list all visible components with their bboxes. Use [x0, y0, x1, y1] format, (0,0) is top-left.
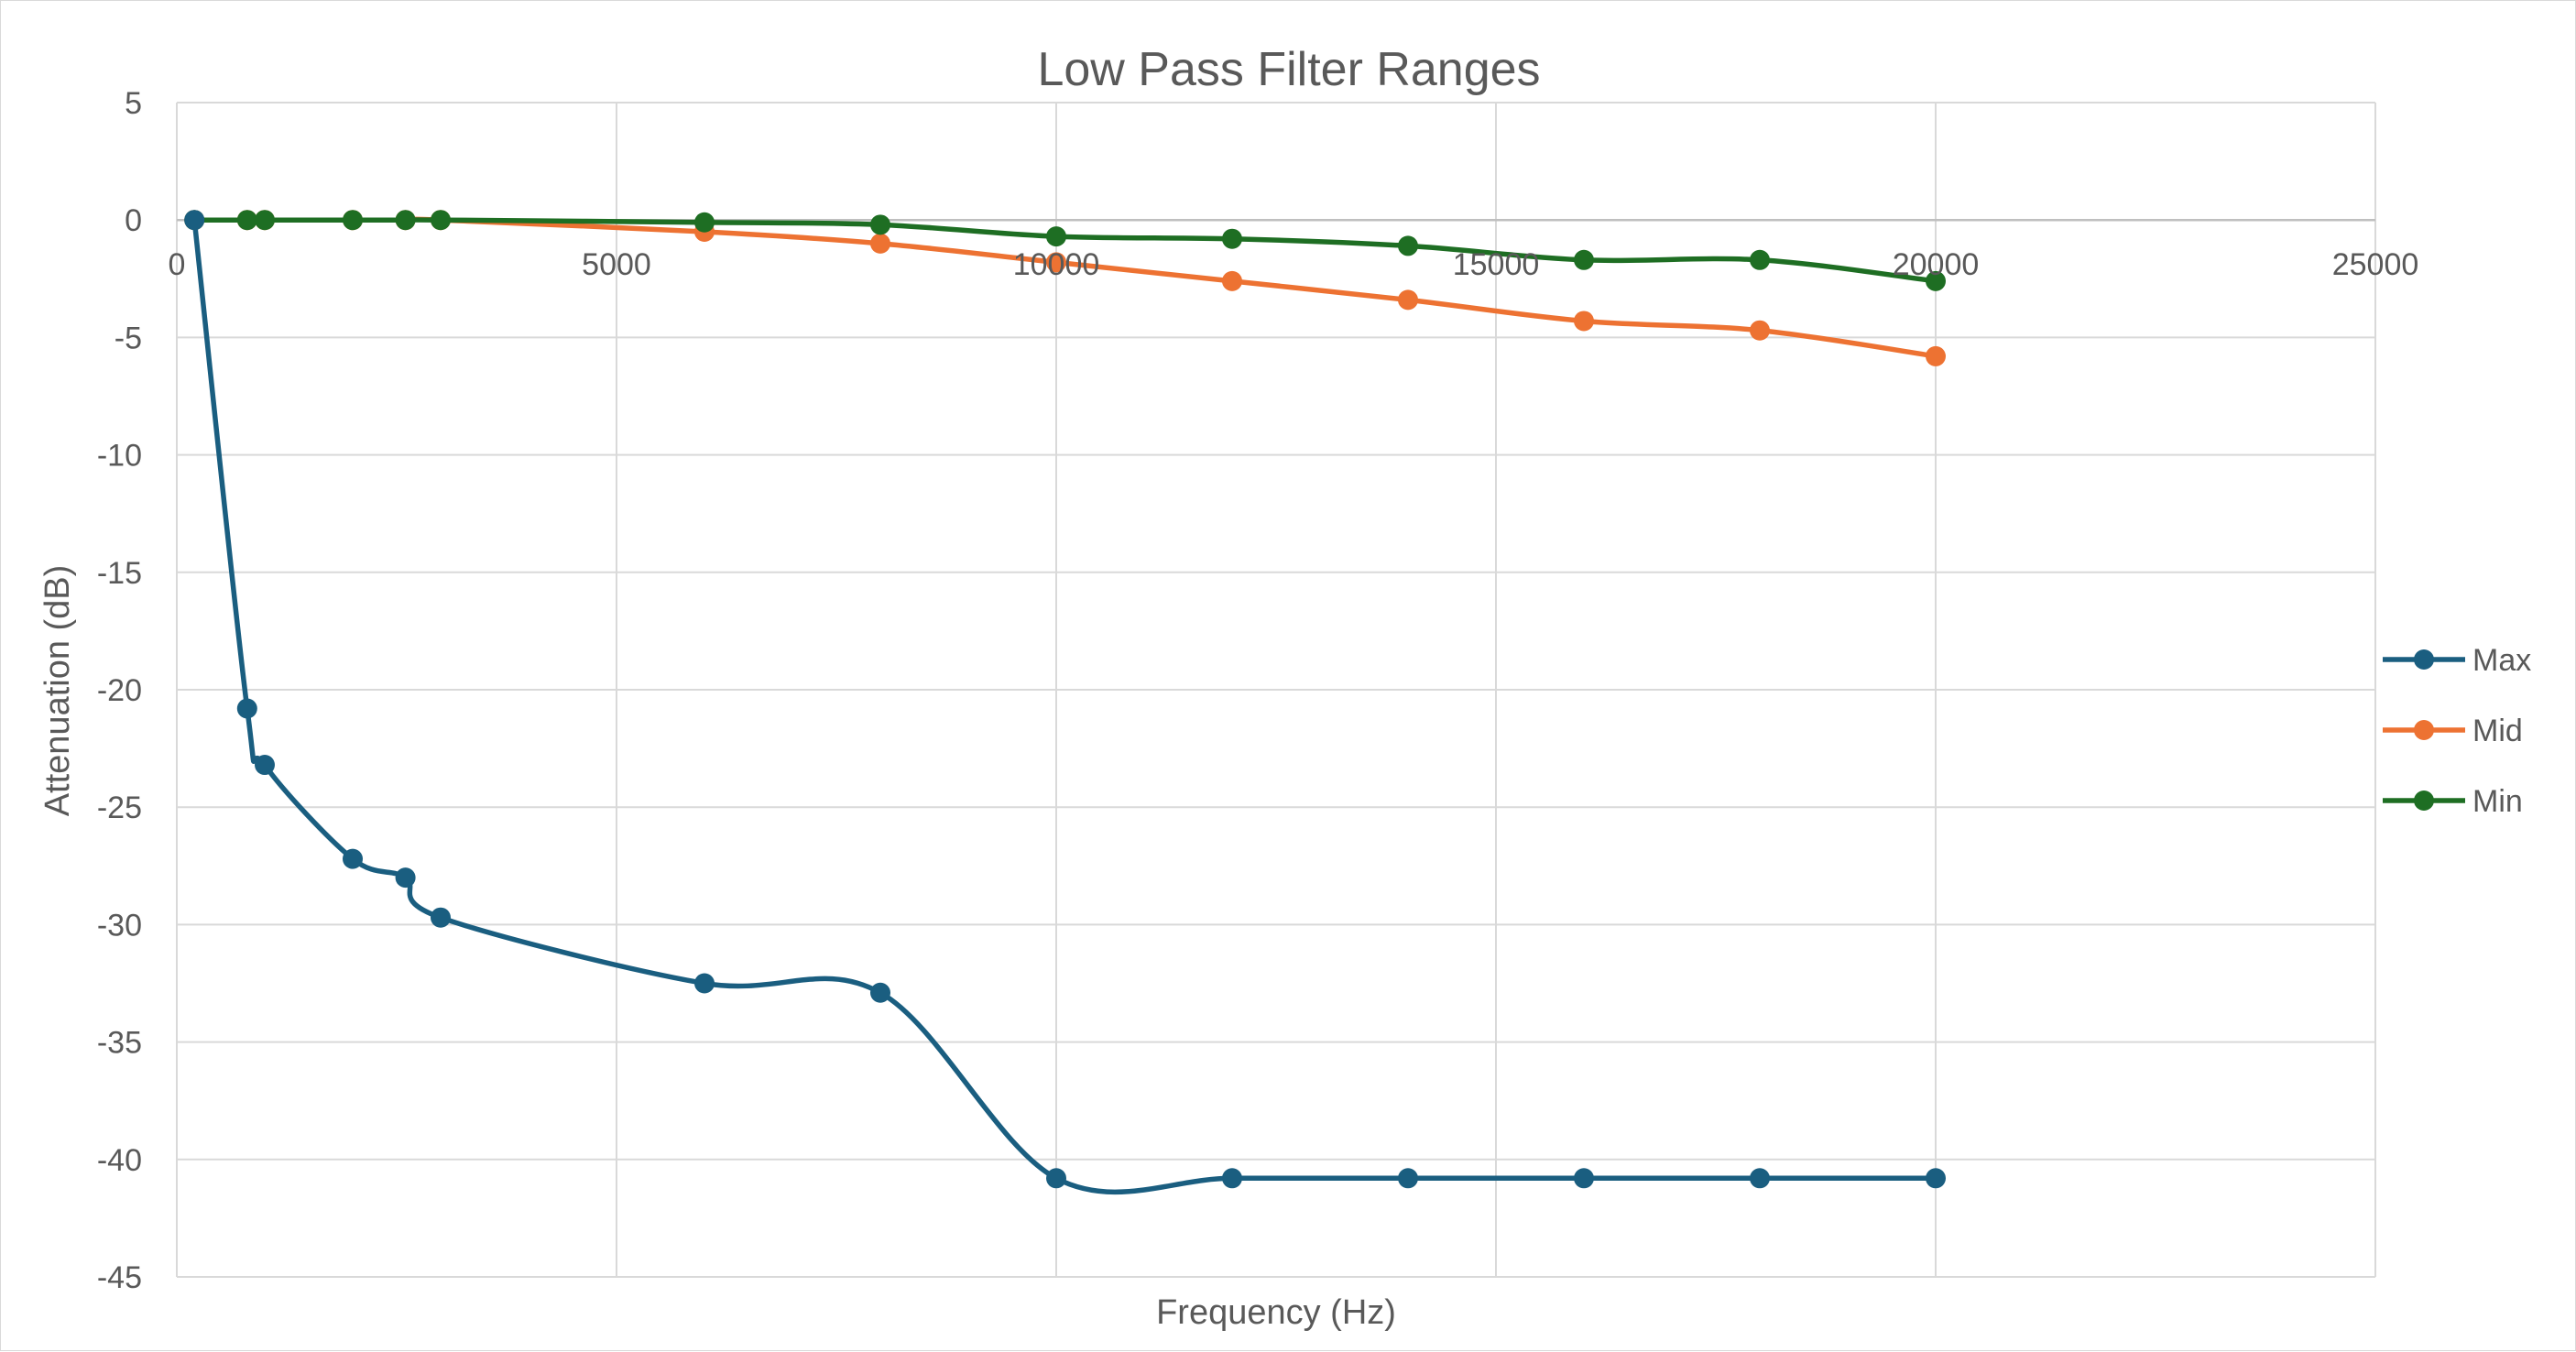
data-point	[343, 848, 363, 869]
data-point	[395, 210, 416, 231]
data-point	[1926, 1168, 1946, 1189]
y-tick-label: -15	[97, 556, 142, 591]
legend-label: Max	[2472, 643, 2531, 678]
data-point	[1926, 345, 1946, 366]
data-point	[1222, 228, 1242, 249]
data-point	[1926, 270, 1946, 291]
data-point	[1750, 249, 1770, 270]
legend-label: Min	[2472, 784, 2523, 819]
data-point	[694, 212, 715, 233]
x-axis-title: Frequency (Hz)	[1156, 1293, 1396, 1332]
y-axis-title: Attenuation (dB)	[38, 565, 77, 817]
x-tick-label: 20000	[1893, 247, 1980, 282]
data-point	[431, 907, 451, 928]
data-point	[1046, 226, 1066, 247]
y-tick-label: -45	[97, 1260, 142, 1295]
gridlines	[176, 102, 2376, 1278]
tick-labels: 5 0 -5 -10 -15 -20 -25 -30 -35 -40 -45 0 5000 10000 15…	[97, 86, 2418, 1295]
x-tick-label: 10000	[1013, 247, 1100, 282]
x-tick-label: 0	[169, 247, 186, 282]
data-point	[255, 210, 275, 231]
legend-item-max: Max	[2383, 643, 2531, 678]
data-point	[1046, 1168, 1066, 1189]
series-max	[184, 210, 1946, 1195]
data-point	[343, 210, 363, 231]
chart-title: Low Pass Filter Ranges	[1037, 43, 1540, 96]
series-line-max	[191, 217, 1938, 1195]
legend-swatch-marker	[2414, 790, 2434, 811]
x-tick-label: 25000	[2332, 247, 2419, 282]
data-point	[236, 698, 257, 719]
data-point	[1750, 1168, 1770, 1189]
legend-swatch-marker	[2414, 649, 2434, 670]
data-point	[1574, 311, 1594, 332]
data-point	[1398, 235, 1418, 256]
y-tick-label: 0	[125, 203, 142, 238]
data-point	[1222, 270, 1242, 291]
data-point	[870, 982, 890, 1003]
y-tick-label: -20	[97, 673, 142, 708]
data-point	[1398, 1168, 1418, 1189]
x-tick-label: 5000	[582, 247, 651, 282]
data-point	[1750, 320, 1770, 341]
y-tick-label: -40	[97, 1143, 142, 1178]
data-point	[395, 867, 416, 889]
data-point	[184, 210, 205, 231]
y-tick-label: -10	[97, 439, 142, 474]
data-point	[1574, 249, 1594, 270]
legend-item-min: Min	[2383, 784, 2523, 819]
x-tick-label: 15000	[1453, 247, 1540, 282]
legend-swatch-marker	[2414, 720, 2434, 740]
data-point	[1222, 1168, 1242, 1189]
data-point	[431, 210, 451, 231]
data-point	[870, 233, 890, 254]
data-point	[1046, 252, 1066, 273]
y-tick-label: -30	[97, 908, 142, 943]
y-tick-label: -25	[97, 790, 142, 825]
data-point	[236, 210, 257, 231]
legend: Max Mid Min	[2383, 643, 2531, 819]
data-point	[870, 214, 890, 235]
legend-label: Mid	[2472, 714, 2523, 748]
data-point	[694, 973, 715, 994]
data-point	[255, 755, 275, 776]
data-point	[1398, 289, 1418, 311]
data-point	[1574, 1168, 1594, 1189]
legend-item-mid: Mid	[2383, 714, 2523, 748]
series-layer	[184, 210, 1946, 1195]
y-tick-label: -35	[97, 1026, 142, 1061]
y-tick-label: 5	[125, 86, 142, 121]
y-tick-label: -5	[115, 321, 142, 355]
